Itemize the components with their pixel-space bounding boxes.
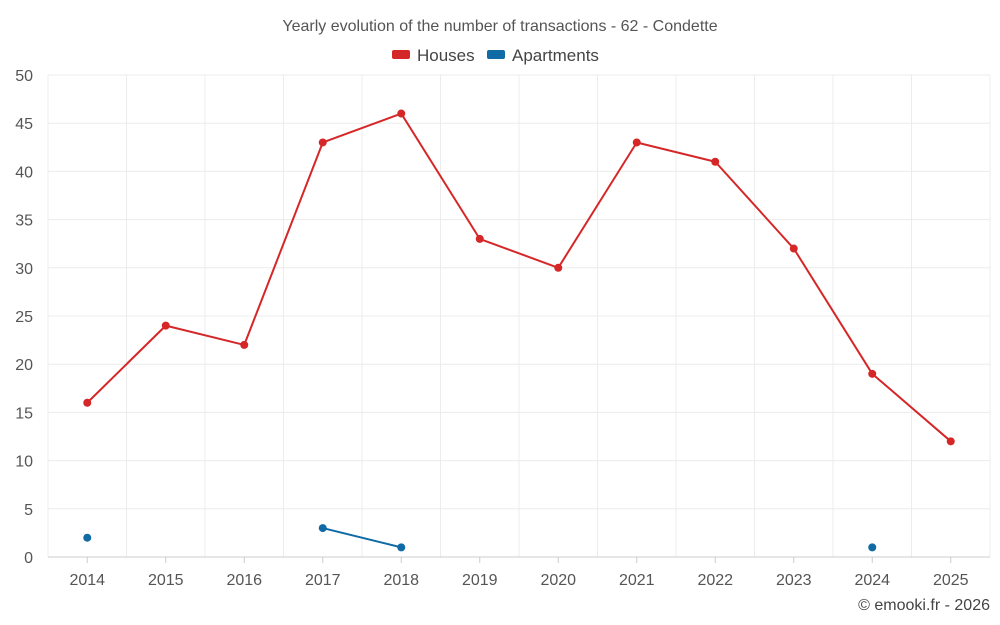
y-tick-label: 40 <box>15 164 33 181</box>
series-line-segment-houses <box>164 324 246 346</box>
y-tick-label: 0 <box>24 550 33 567</box>
data-point-houses[interactable] <box>475 234 484 243</box>
series-line-segment-houses <box>557 141 638 269</box>
series-line-segment-houses <box>714 160 795 250</box>
data-point-apartments[interactable] <box>397 543 406 552</box>
x-tick-label: 2025 <box>933 572 969 589</box>
series-line-segment-houses <box>792 247 874 375</box>
gridlines <box>47 74 991 557</box>
data-point-apartments[interactable] <box>868 543 877 552</box>
x-tick-label: 2023 <box>776 572 812 589</box>
legend: Houses Apartments <box>392 46 599 65</box>
data-point-apartments[interactable] <box>83 533 92 542</box>
series-apartments <box>83 524 877 552</box>
x-tick-label: 2019 <box>462 572 498 589</box>
y-tick-label: 35 <box>15 213 33 230</box>
y-tick-label: 15 <box>15 405 33 422</box>
series-line-segment-houses <box>321 112 403 144</box>
data-point-houses[interactable] <box>318 138 327 147</box>
data-point-houses[interactable] <box>946 437 955 446</box>
chart-title: Yearly evolution of the number of transa… <box>282 18 717 35</box>
series-houses <box>83 109 955 446</box>
series <box>83 109 955 552</box>
y-tick-label: 10 <box>15 454 33 471</box>
data-point-houses[interactable] <box>711 157 720 166</box>
series-line-segment-houses <box>478 237 560 269</box>
legend-swatch-apartments[interactable] <box>487 50 505 59</box>
y-tick-label: 30 <box>15 261 33 278</box>
x-tick-label: 2018 <box>383 572 419 589</box>
data-point-houses[interactable] <box>554 263 563 272</box>
legend-label-houses[interactable]: Houses <box>417 46 475 65</box>
y-tick-label: 20 <box>15 357 33 374</box>
x-tick-label: 2015 <box>148 572 184 589</box>
x-tick-label: 2014 <box>69 572 105 589</box>
data-point-houses[interactable] <box>240 340 249 349</box>
y-tick-label: 50 <box>15 68 33 85</box>
data-point-houses[interactable] <box>632 138 641 147</box>
data-point-houses[interactable] <box>161 321 170 330</box>
y-tick-label: 25 <box>15 309 33 326</box>
legend-swatch-houses[interactable] <box>392 50 410 59</box>
series-line-segment-apartments <box>321 527 403 549</box>
x-tick-label: 2022 <box>697 572 733 589</box>
credit-text: © emooki.fr - 2026 <box>858 597 990 614</box>
data-point-houses[interactable] <box>397 109 406 118</box>
data-point-apartments[interactable] <box>318 524 327 533</box>
series-line-segment-houses <box>400 112 481 240</box>
legend-label-apartments[interactable]: Apartments <box>512 46 599 65</box>
x-tick-label: 2021 <box>619 572 655 589</box>
data-point-houses[interactable] <box>83 398 92 407</box>
x-tick-label: 2017 <box>305 572 341 589</box>
x-tick-label: 2024 <box>854 572 890 589</box>
series-line-segment-houses <box>635 141 717 163</box>
x-tick-label: 2020 <box>540 572 576 589</box>
x-tick-label: 2016 <box>226 572 262 589</box>
data-point-houses[interactable] <box>868 369 877 378</box>
series-line-segment-houses <box>86 324 167 404</box>
series-line-segment-houses <box>871 372 952 443</box>
series-line-segment-houses <box>243 141 324 346</box>
data-point-houses[interactable] <box>789 244 798 253</box>
y-tick-label: 45 <box>15 116 33 133</box>
y-tick-label: 5 <box>24 502 33 519</box>
